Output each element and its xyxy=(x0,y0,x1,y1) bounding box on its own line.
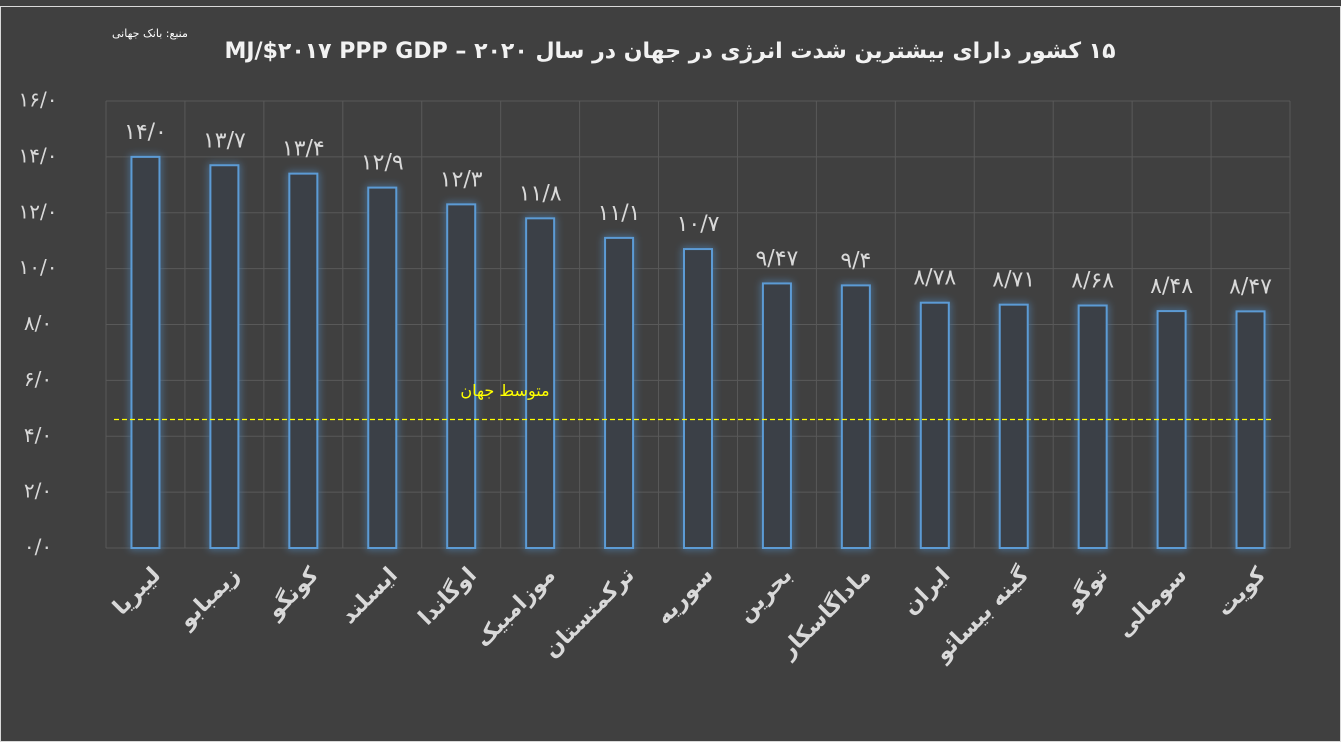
y-tick-label: ۱۶/۰ xyxy=(19,88,58,112)
data-label: ۱۴/۰ xyxy=(124,120,167,145)
data-label: ۹/۴ xyxy=(840,248,871,273)
bar xyxy=(998,303,1029,549)
source: منبع: بانک جهانی xyxy=(112,27,188,40)
data-label: ۸/۷۱ xyxy=(992,268,1035,293)
bar xyxy=(683,248,713,549)
bar xyxy=(367,186,398,549)
data-label: ۱۲/۳ xyxy=(440,167,483,192)
data-label: ۱۳/۷ xyxy=(203,128,246,153)
data-label: ۱۳/۴ xyxy=(282,137,325,162)
y-tick-label: ۱۲/۰ xyxy=(19,199,58,223)
y-tick-label: ۲/۰ xyxy=(24,479,52,503)
y-tick-label: ۱۰/۰ xyxy=(19,255,58,279)
bar xyxy=(1077,304,1108,549)
data-label: ۸/۴۷ xyxy=(1229,274,1272,299)
bar xyxy=(761,282,792,549)
data-label: ۱۱/۸ xyxy=(519,181,562,206)
y-tick-label: ۴/۰ xyxy=(24,423,52,447)
chart-title: ۱۵ کشور دارای بیشترین شدت انرژی در جهان … xyxy=(224,39,1115,64)
data-label: ۸/۷۸ xyxy=(913,266,956,291)
bar xyxy=(525,217,556,549)
bar xyxy=(1235,310,1266,550)
y-tick-label: ۸/۰ xyxy=(24,311,52,335)
bar xyxy=(1156,310,1187,549)
y-tick-label: ۱۴/۰ xyxy=(19,143,58,167)
data-label: ۱۱/۱ xyxy=(598,201,641,226)
data-label: ۹/۴۷ xyxy=(755,246,798,271)
data-label: ۱۲/۹ xyxy=(361,151,404,176)
bar xyxy=(209,164,240,549)
y-tick-label: ۰/۰ xyxy=(24,535,52,559)
bar xyxy=(446,203,477,549)
bar xyxy=(288,172,319,549)
bar xyxy=(840,284,871,549)
bar xyxy=(130,155,161,549)
y-tick-label: ۶/۰ xyxy=(24,367,52,391)
bar xyxy=(604,236,635,550)
bar xyxy=(919,301,950,549)
data-label: ۸/۴۸ xyxy=(1150,274,1193,299)
reference-label: متوسط جهان xyxy=(460,381,549,401)
data-label: ۱۰/۷ xyxy=(677,212,720,237)
data-label: ۸/۶۸ xyxy=(1071,269,1114,294)
